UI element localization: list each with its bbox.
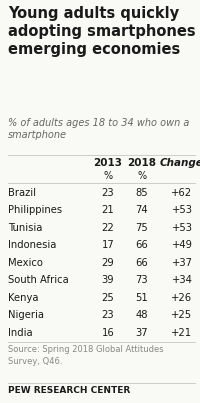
Text: %: % <box>103 171 113 181</box>
Text: 29: 29 <box>102 258 114 268</box>
Text: +25: +25 <box>171 310 193 320</box>
Text: Nigeria: Nigeria <box>8 310 44 320</box>
Text: 21: 21 <box>102 205 114 215</box>
Text: 39: 39 <box>102 275 114 285</box>
Text: 37: 37 <box>136 328 148 338</box>
Text: +53: +53 <box>172 223 192 233</box>
Text: Mexico: Mexico <box>8 258 43 268</box>
Text: +34: +34 <box>172 275 192 285</box>
Text: 23: 23 <box>102 188 114 198</box>
Text: 73: 73 <box>136 275 148 285</box>
Text: +21: +21 <box>171 328 193 338</box>
Text: Kenya: Kenya <box>8 293 38 303</box>
Text: Indonesia: Indonesia <box>8 240 56 250</box>
Text: 75: 75 <box>136 223 148 233</box>
Text: 66: 66 <box>136 240 148 250</box>
Text: Source: Spring 2018 Global Attitudes
Survey, Q46.: Source: Spring 2018 Global Attitudes Sur… <box>8 345 164 366</box>
Text: Young adults quickly
adopting smartphones in
emerging economies: Young adults quickly adopting smartphone… <box>8 6 200 57</box>
Text: 17: 17 <box>102 240 114 250</box>
Text: +62: +62 <box>171 188 193 198</box>
Text: %: % <box>137 171 147 181</box>
Text: % of adults ages 18 to 34 who own a
smartphone: % of adults ages 18 to 34 who own a smar… <box>8 118 189 140</box>
Text: Brazil: Brazil <box>8 188 36 198</box>
Text: +53: +53 <box>172 205 192 215</box>
Text: +26: +26 <box>171 293 193 303</box>
Text: 85: 85 <box>136 188 148 198</box>
Text: PEW RESEARCH CENTER: PEW RESEARCH CENTER <box>8 386 130 395</box>
Text: Change: Change <box>160 158 200 168</box>
Text: 23: 23 <box>102 310 114 320</box>
Text: 16: 16 <box>102 328 114 338</box>
Text: 51: 51 <box>136 293 148 303</box>
Text: 22: 22 <box>102 223 114 233</box>
Text: South Africa: South Africa <box>8 275 69 285</box>
Text: 66: 66 <box>136 258 148 268</box>
Text: +37: +37 <box>172 258 192 268</box>
Text: 2018: 2018 <box>128 158 156 168</box>
Text: 74: 74 <box>136 205 148 215</box>
Text: +49: +49 <box>172 240 192 250</box>
Text: 48: 48 <box>136 310 148 320</box>
Text: 25: 25 <box>102 293 114 303</box>
Text: 2013: 2013 <box>94 158 122 168</box>
Text: Tunisia: Tunisia <box>8 223 42 233</box>
Text: India: India <box>8 328 33 338</box>
Text: Philippines: Philippines <box>8 205 62 215</box>
